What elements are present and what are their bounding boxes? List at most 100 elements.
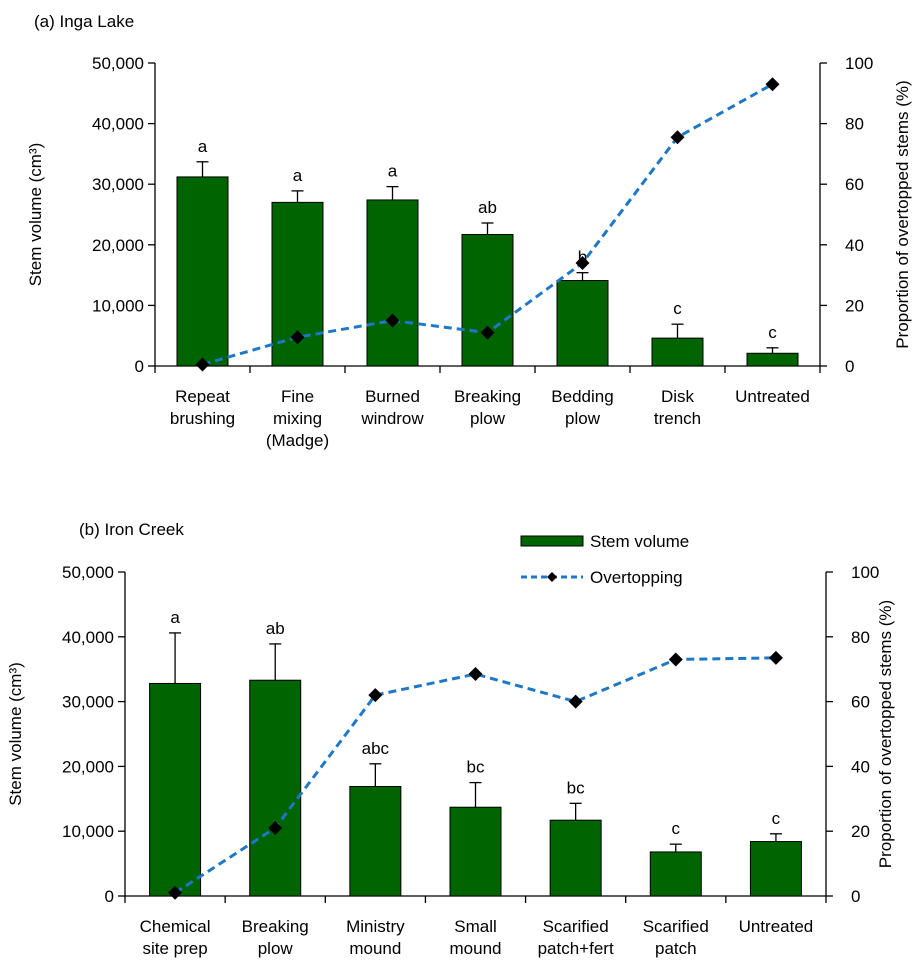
significance-letter: bc [567,778,585,797]
bar [649,851,702,897]
y2-tick-label: 0 [845,357,854,376]
bar [349,785,402,897]
x-tick-label: trench [654,409,701,428]
significance-letter: a [198,137,208,156]
overtopping-point [668,652,683,667]
overtopping-point [268,820,283,835]
bar [746,352,799,367]
y-axis-label: Stem volume (cm³) [6,662,25,806]
overtopping-point [368,688,383,703]
bar [176,176,229,367]
y2-tick-label: 100 [851,563,879,582]
significance-letter: a [388,162,398,181]
y2-tick-label: 20 [851,822,870,841]
overtopping-point [385,313,400,328]
y2-axis-label: Proportion of overtopped stems (%) [893,80,912,348]
chart-panel-b: (b) Iron Creek 0 10,000 20,000 30,000 40,000 5… [6,520,895,958]
significance-letter: c [673,299,682,318]
legend-label: Stem volume [590,532,689,551]
y2-tick-label: 0 [851,887,860,906]
x-tick-label: patch [655,939,697,958]
bar [651,337,704,367]
overtopping-point [575,255,590,270]
overtopping-point [480,325,495,340]
x-tick-label: windrow [360,409,424,428]
y2-tick-label: 100 [845,54,873,73]
x-tick-label: patch+fert [538,939,614,958]
legend-label: Overtopping [590,568,683,587]
x-tick-label: Scarified [643,917,709,936]
x-tick-label: Small [454,917,497,936]
x-tick-label: Chemical [140,917,211,936]
overtopping-point [168,885,183,900]
y-tick-label: 20,000 [92,236,144,255]
x-tick-label: plow [258,939,294,958]
x-tick-label: Bedding [551,387,613,406]
x-tick-label: Untreated [735,387,810,406]
x-tick-label: Untreated [739,917,814,936]
bar [449,806,502,897]
y-tick-label: 10,000 [62,822,114,841]
legend-marker [547,572,557,582]
y2-tick-label: 40 [845,236,864,255]
significance-letter: ab [478,198,497,217]
y-tick-label: 20,000 [62,757,114,776]
y2-tick-label: 40 [851,757,870,776]
x-tick-label: mound [349,939,401,958]
y2-tick-label: 60 [851,693,870,712]
significance-letter: c [672,819,681,838]
significance-letter: a [293,166,303,185]
y-axis-label: Stem volume (cm³) [26,143,45,287]
y-tick-label: 50,000 [92,54,144,73]
bar [549,819,602,897]
legend-bar-swatch [520,535,584,547]
significance-letter: abc [362,739,390,758]
overtopping-point [768,650,783,665]
x-tick-label: brushing [170,409,235,428]
x-tick-label: Disk [661,387,695,406]
x-tick-label: Ministry [346,917,405,936]
chart-panel-a: (a) Inga Lake 0 10,000 20,000 30,000 40,000 50… [26,12,912,450]
y2-tick-label: 20 [845,296,864,315]
bar [366,199,419,367]
overtopping-point [290,330,305,345]
x-tick-label: mixing [273,409,322,428]
x-tick-label: Scarified [543,917,609,936]
overtopping-point [568,694,583,709]
y2-tick-label: 80 [845,115,864,134]
x-tick-label: Burned [365,387,420,406]
significance-letter: c [772,809,781,828]
x-tick-label: Fine [281,387,314,406]
chart-title: (a) Inga Lake [34,12,134,31]
bar [749,841,802,897]
x-tick-label: (Madge) [266,431,329,450]
x-tick-label: Repeat [175,387,230,406]
bar [556,280,609,367]
chart-title: (b) Iron Creek [79,520,184,539]
y-tick-label: 50,000 [62,563,114,582]
y-tick-label: 10,000 [92,296,144,315]
x-tick-label: Breaking [242,917,309,936]
y-tick-label: 30,000 [62,693,114,712]
overtopping-point [765,77,780,92]
overtopping-point [468,667,483,682]
x-tick-label: plow [470,409,506,428]
y-tick-label: 40,000 [62,628,114,647]
significance-letter: a [170,608,180,627]
y-tick-label: 40,000 [92,115,144,134]
x-tick-label: site prep [142,939,207,958]
y2-tick-label: 80 [851,628,870,647]
overtopping-point [195,357,210,372]
bar [249,679,302,897]
y2-tick-label: 60 [845,175,864,194]
significance-letter: c [768,323,777,342]
bar [461,233,514,367]
significance-letter: bc [467,758,485,777]
y2-axis-label: Proportion of overtopped stems (%) [876,600,895,868]
x-tick-label: plow [565,409,601,428]
bar [149,682,202,897]
y-tick-label: 0 [135,357,144,376]
x-tick-label: mound [450,939,502,958]
y-tick-label: 0 [105,887,114,906]
